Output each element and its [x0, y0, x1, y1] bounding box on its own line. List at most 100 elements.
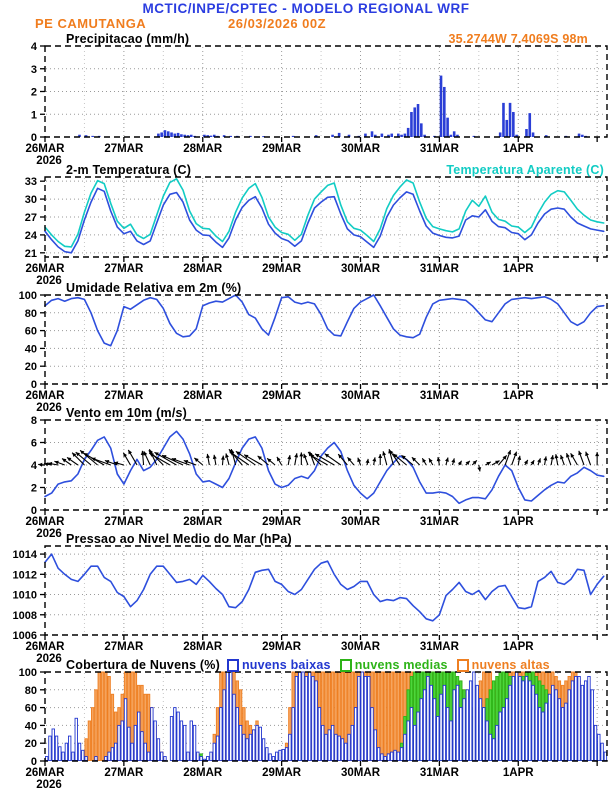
- wind-arrow-head-icon: [436, 457, 441, 462]
- x-tick-label: 30MAR: [341, 263, 381, 275]
- cloud-bar-nuvens-altas: [386, 671, 391, 761]
- cloud-bar-nuvens-baixas: [107, 751, 111, 761]
- x-tick-label: 29MAR: [262, 143, 302, 155]
- cloud-bar-nuvens-baixas: [564, 702, 568, 761]
- precip-bar: [413, 107, 417, 137]
- cloud-bar-nuvens-baixas: [68, 735, 72, 761]
- wind-arrow-head-icon: [560, 454, 564, 460]
- legend-label-altas: nuvens altas: [471, 658, 550, 672]
- cloud-bar-nuvens-baixas: [278, 749, 282, 761]
- precip-bar: [203, 134, 206, 137]
- precip-bar: [387, 134, 390, 137]
- y-tick-label: 0: [31, 132, 37, 144]
- wind-arrow-head-icon: [257, 455, 262, 460]
- precip-bar: [390, 133, 394, 137]
- cloud-bar-nuvens-baixas: [413, 724, 417, 761]
- y-tick-label: 1010: [13, 590, 37, 602]
- cloud-bar-nuvens-baixas: [117, 724, 121, 761]
- y-tick-label: 1008: [13, 610, 37, 622]
- wind-arrow-head-icon: [585, 451, 589, 457]
- cloud-bar-nuvens-baixas: [275, 751, 279, 761]
- wind-arrow-head-icon: [244, 454, 249, 459]
- wind-arrow-head-icon: [62, 458, 67, 463]
- cloud-bar-nuvens-baixas: [577, 676, 581, 761]
- x-tick-label: 1APR: [503, 263, 534, 275]
- plot-frame: [44, 294, 608, 385]
- cloud-bar-nuvens-baixas: [416, 711, 420, 761]
- x-tick-label: 29MAR: [262, 516, 302, 528]
- wind-arrow-shaft: [154, 451, 177, 466]
- wind-arrow-head-icon: [149, 453, 154, 457]
- cloud-bar-nuvens-baixas: [393, 749, 397, 761]
- cloud-bar-nuvens-baixas: [215, 735, 220, 761]
- wind-arrow-head-icon: [554, 454, 559, 459]
- wind-arrow-head-icon: [303, 453, 308, 459]
- wind-arrow-head-icon: [299, 452, 304, 457]
- precip-bar: [502, 102, 505, 137]
- cloud-bar-nuvens-baixas: [130, 742, 134, 761]
- x-tick-label: 30MAR: [341, 767, 381, 779]
- cloud-bar-nuvens-baixas: [554, 689, 558, 761]
- cloud-bar-nuvens-baixas: [376, 747, 381, 761]
- wind-arrow-head-icon: [401, 455, 406, 460]
- cloud-legend: nuvens baixas nuvens medias nuvens altas: [226, 658, 550, 672]
- wind-arrow-head-icon: [513, 451, 518, 457]
- x-tick-label: 28MAR: [183, 516, 223, 528]
- cloud-bar-nuvens-baixas: [587, 676, 591, 761]
- cloud-bar-nuvens-baixas: [219, 707, 223, 761]
- cloud-bar-nuvens-baixas: [403, 733, 407, 761]
- wind-arrow-head-icon: [382, 451, 387, 456]
- wind-arrow-head-icon: [154, 452, 159, 457]
- cloud-bar-nuvens-baixas: [518, 676, 522, 761]
- wind-arrow-head-icon: [347, 457, 352, 462]
- cloud-bar-nuvens-baixas: [222, 689, 226, 761]
- precip-bar: [163, 130, 167, 137]
- y-tick-label: 80: [25, 685, 37, 697]
- y-tick-label: 100: [19, 290, 37, 302]
- precip-bar: [364, 133, 367, 137]
- wind-arrow-head-icon: [457, 460, 462, 466]
- wind-arrow-head-icon: [143, 451, 148, 456]
- y-tick-label: 40: [25, 343, 37, 355]
- cloud-bar-nuvens-baixas: [77, 742, 82, 761]
- cloud-bar-nuvens-baixas: [449, 720, 453, 761]
- run-datetime: 26/03/2026 00Z: [228, 16, 327, 31]
- cloud-bar-nuvens-baixas: [409, 707, 414, 761]
- precip-bar: [337, 132, 341, 137]
- cloud-bar-nuvens-baixas: [255, 724, 259, 761]
- cloud-bar-nuvens-baixas: [245, 738, 249, 761]
- cloud-bar-nuvens-baixas: [74, 717, 78, 761]
- cloud-bar-nuvens-baixas: [508, 684, 512, 761]
- cloud-bar-nuvens-baixas: [314, 680, 318, 761]
- y-tick-label: 3: [31, 64, 37, 76]
- cloud-bar-nuvens-altas: [97, 671, 101, 761]
- y-tick-label: 6: [31, 438, 37, 450]
- precip-bar: [525, 129, 528, 137]
- precip-bar: [160, 132, 163, 137]
- cloud-bar-nuvens-baixas: [360, 671, 364, 761]
- cloud-bar-nuvens-baixas: [534, 693, 539, 761]
- cloud-bar-nuvens-baixas: [340, 738, 345, 761]
- wind-arrow-head-icon: [530, 460, 535, 465]
- cloud-bar-nuvens-baixas: [511, 676, 516, 761]
- precip-bar: [515, 134, 518, 137]
- y-tick-label: 30: [25, 194, 37, 206]
- cloud-bar-nuvens-baixas: [225, 671, 230, 761]
- wind-arrow-head-icon: [75, 452, 81, 457]
- cloud-bar-nuvens-baixas: [574, 676, 578, 761]
- cloud-bar-nuvens-baixas: [547, 693, 552, 761]
- x-year-label: 2026: [36, 275, 62, 287]
- x-tick-label: 31MAR: [420, 143, 460, 155]
- y-tick-label: 0: [31, 379, 37, 391]
- x-tick-label: 27MAR: [104, 143, 144, 155]
- cloud-bar-nuvens-baixas: [350, 724, 354, 761]
- cloud-bar-nuvens-baixas: [570, 680, 575, 761]
- cloud-bar-nuvens-baixas: [189, 720, 193, 761]
- wind-arrow-head-icon: [477, 467, 482, 472]
- y-tick-label: 40: [25, 720, 37, 732]
- wind-arrow-head-icon: [83, 453, 89, 457]
- cloud-bar-nuvens-baixas: [120, 720, 124, 761]
- wind-arrow-head-icon: [309, 454, 315, 459]
- cloud-bar-nuvens-baixas: [242, 733, 246, 761]
